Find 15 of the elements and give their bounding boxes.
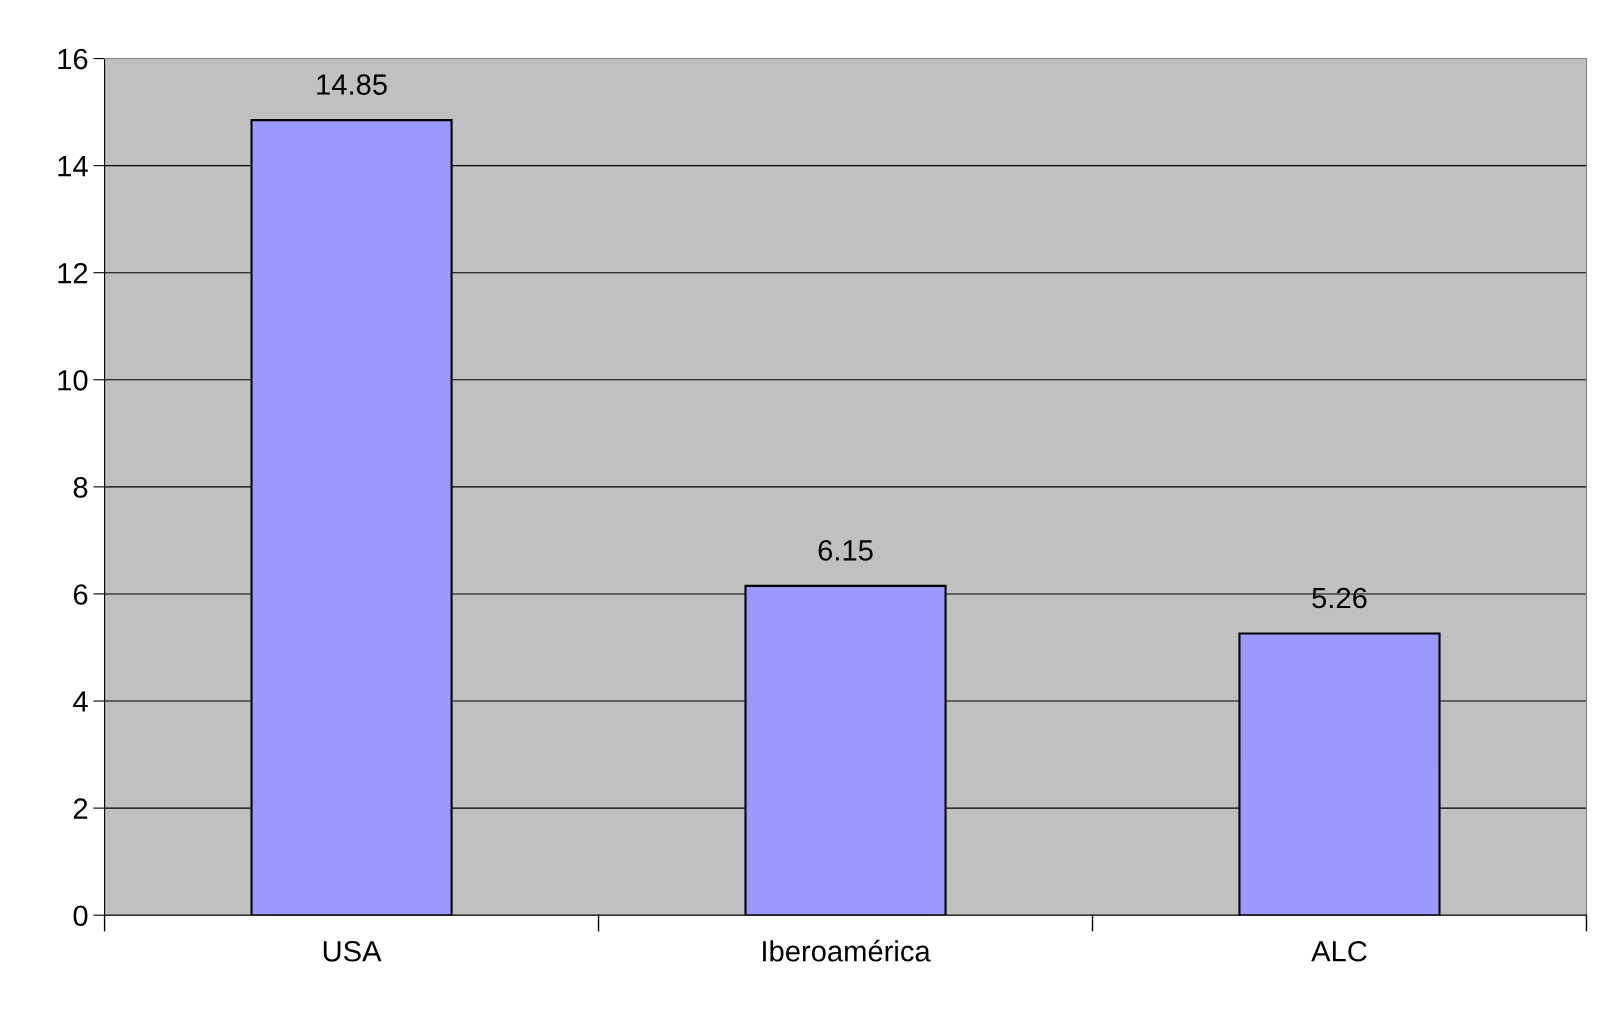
data-label: 6.15 (818, 540, 873, 561)
y-tick-label: 10 (58, 369, 88, 391)
y-tick-label: 6 (73, 584, 88, 605)
data-label: 14.85 (317, 74, 387, 95)
y-tick-label: 0 (73, 905, 88, 927)
y-tick-label: 14 (58, 156, 88, 177)
data-label: 5.26 (1312, 587, 1367, 609)
y-tick-label: 8 (73, 477, 88, 498)
y-tick-label: 4 (73, 691, 88, 712)
x-tick-label: USA (323, 940, 382, 962)
x-tick-label: Iberoamérica (763, 939, 931, 962)
y-tick-label: 16 (58, 48, 88, 70)
y-tick-label: 2 (73, 798, 88, 819)
y-tick-label: 12 (58, 262, 88, 284)
x-tick-label: ALC (1311, 940, 1367, 962)
